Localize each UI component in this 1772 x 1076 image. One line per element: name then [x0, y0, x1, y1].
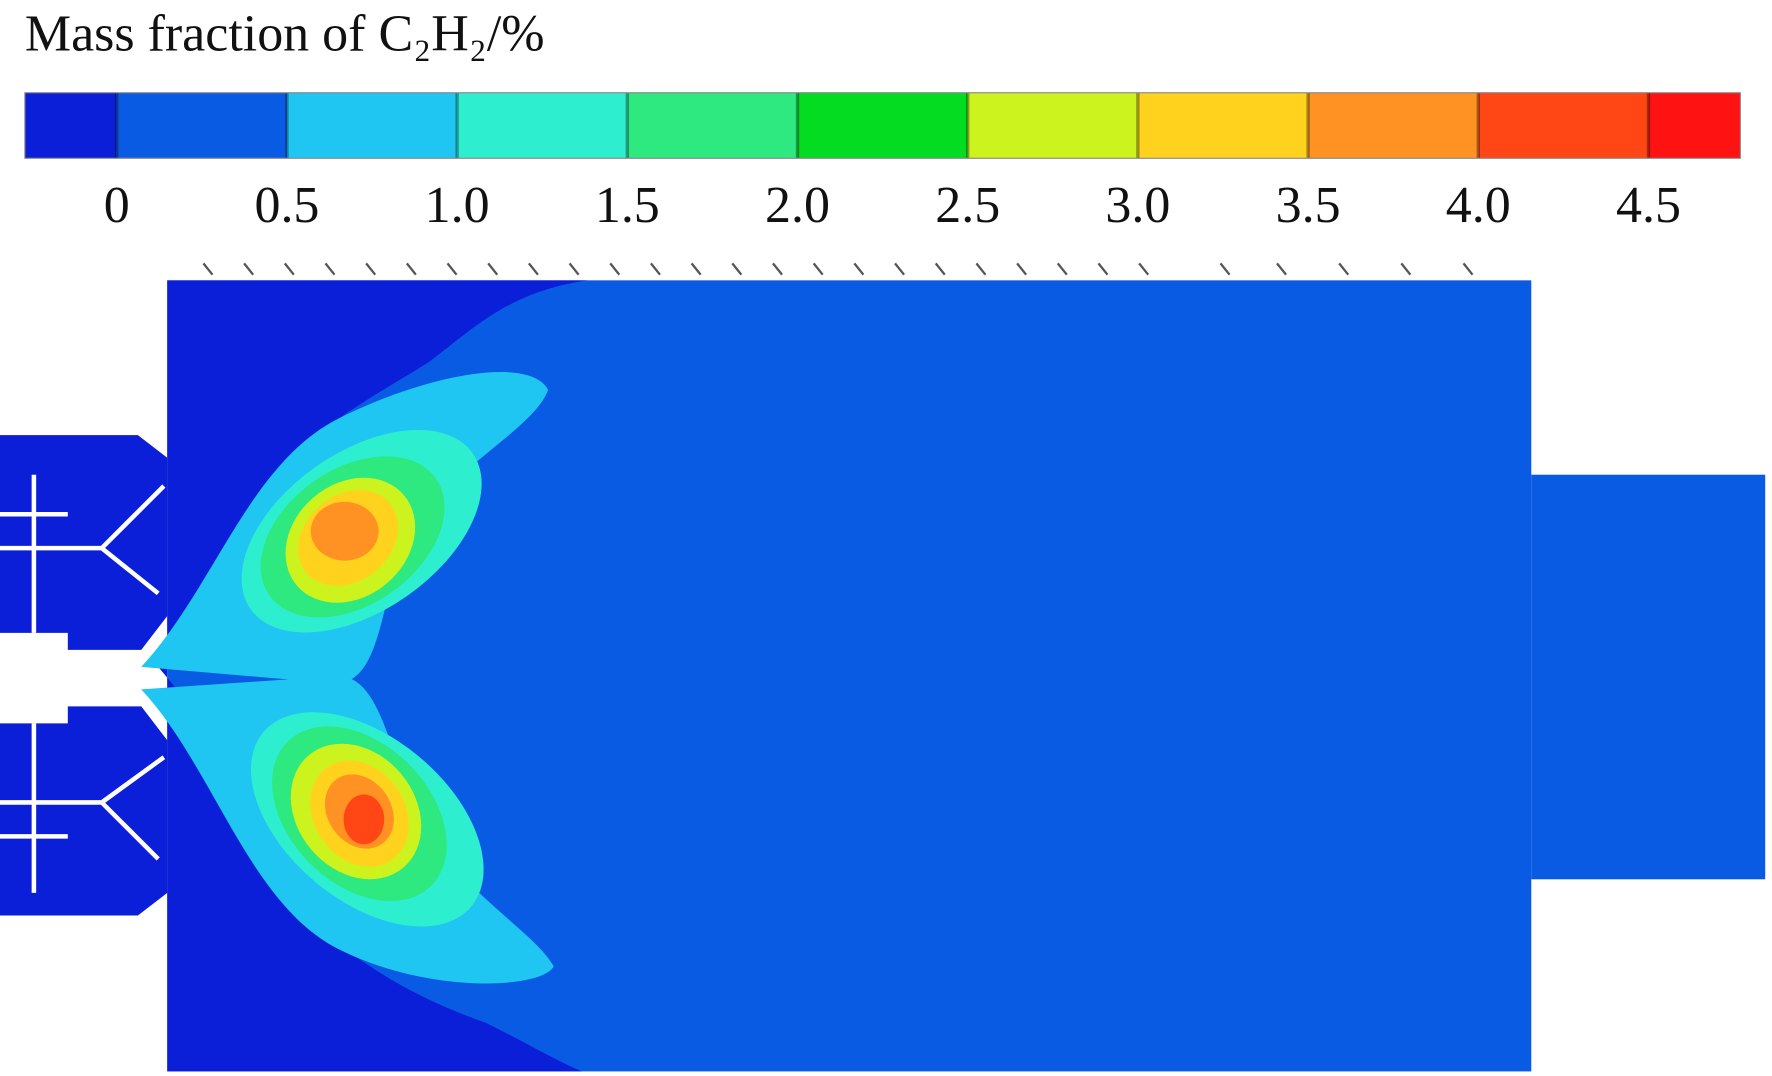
colorbar-tick-label: 4.0 — [1446, 177, 1511, 234]
colorbar-segment — [627, 92, 798, 159]
plume-upper — [141, 372, 549, 684]
colorbar-tick-label: 2.5 — [935, 177, 1000, 234]
colorbar-segment — [286, 92, 458, 159]
colorbar-segment — [797, 92, 968, 159]
colorbar-tick-label: 4.5 — [1616, 177, 1681, 234]
inlet-lower — [0, 706, 168, 916]
colorbar-tick-label: 0 — [104, 177, 130, 234]
colorbar-segment — [116, 92, 287, 159]
outlet — [1531, 474, 1766, 880]
inlet-upper — [0, 435, 168, 650]
colorbar-tick-label: 0.5 — [254, 177, 319, 234]
colorbar-tick-label: 1.0 — [425, 177, 490, 234]
colorbar-tick-label: 3.5 — [1276, 177, 1341, 234]
colorbar-segment — [1478, 92, 1649, 159]
flow-field — [0, 262, 1766, 1072]
colorbar-segment — [1137, 92, 1309, 159]
colorbar-tick-label: 2.0 — [765, 177, 830, 234]
colorbar-segment — [457, 92, 628, 159]
colorbar: 0 0.5 1.0 1.5 2.0 2.5 3.0 3.5 4.0 4.5 — [24, 92, 1741, 234]
colorbar-tick-label: 1.5 — [595, 177, 660, 234]
colorbar-segment — [967, 92, 1138, 159]
colorbar-segment — [1648, 92, 1741, 159]
colorbar-frame — [24, 92, 1741, 159]
plume-lower — [141, 675, 554, 984]
colorbar-tick-label: 3.0 — [1105, 177, 1170, 234]
inlet-lines — [0, 474, 166, 893]
colorbar-segment — [24, 92, 117, 159]
colorbar-segment — [1308, 92, 1479, 159]
wall-hatch — [202, 262, 1474, 276]
colorbar-title: Mass fraction of C₂H₂/% — [25, 5, 545, 62]
